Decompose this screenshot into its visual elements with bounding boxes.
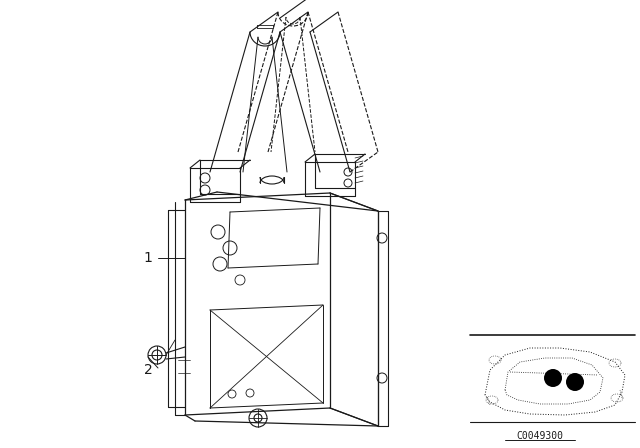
Text: 2: 2 xyxy=(143,363,152,377)
Text: 1: 1 xyxy=(143,251,152,265)
Text: C0049300: C0049300 xyxy=(516,431,563,441)
Circle shape xyxy=(544,369,562,387)
Circle shape xyxy=(566,373,584,391)
